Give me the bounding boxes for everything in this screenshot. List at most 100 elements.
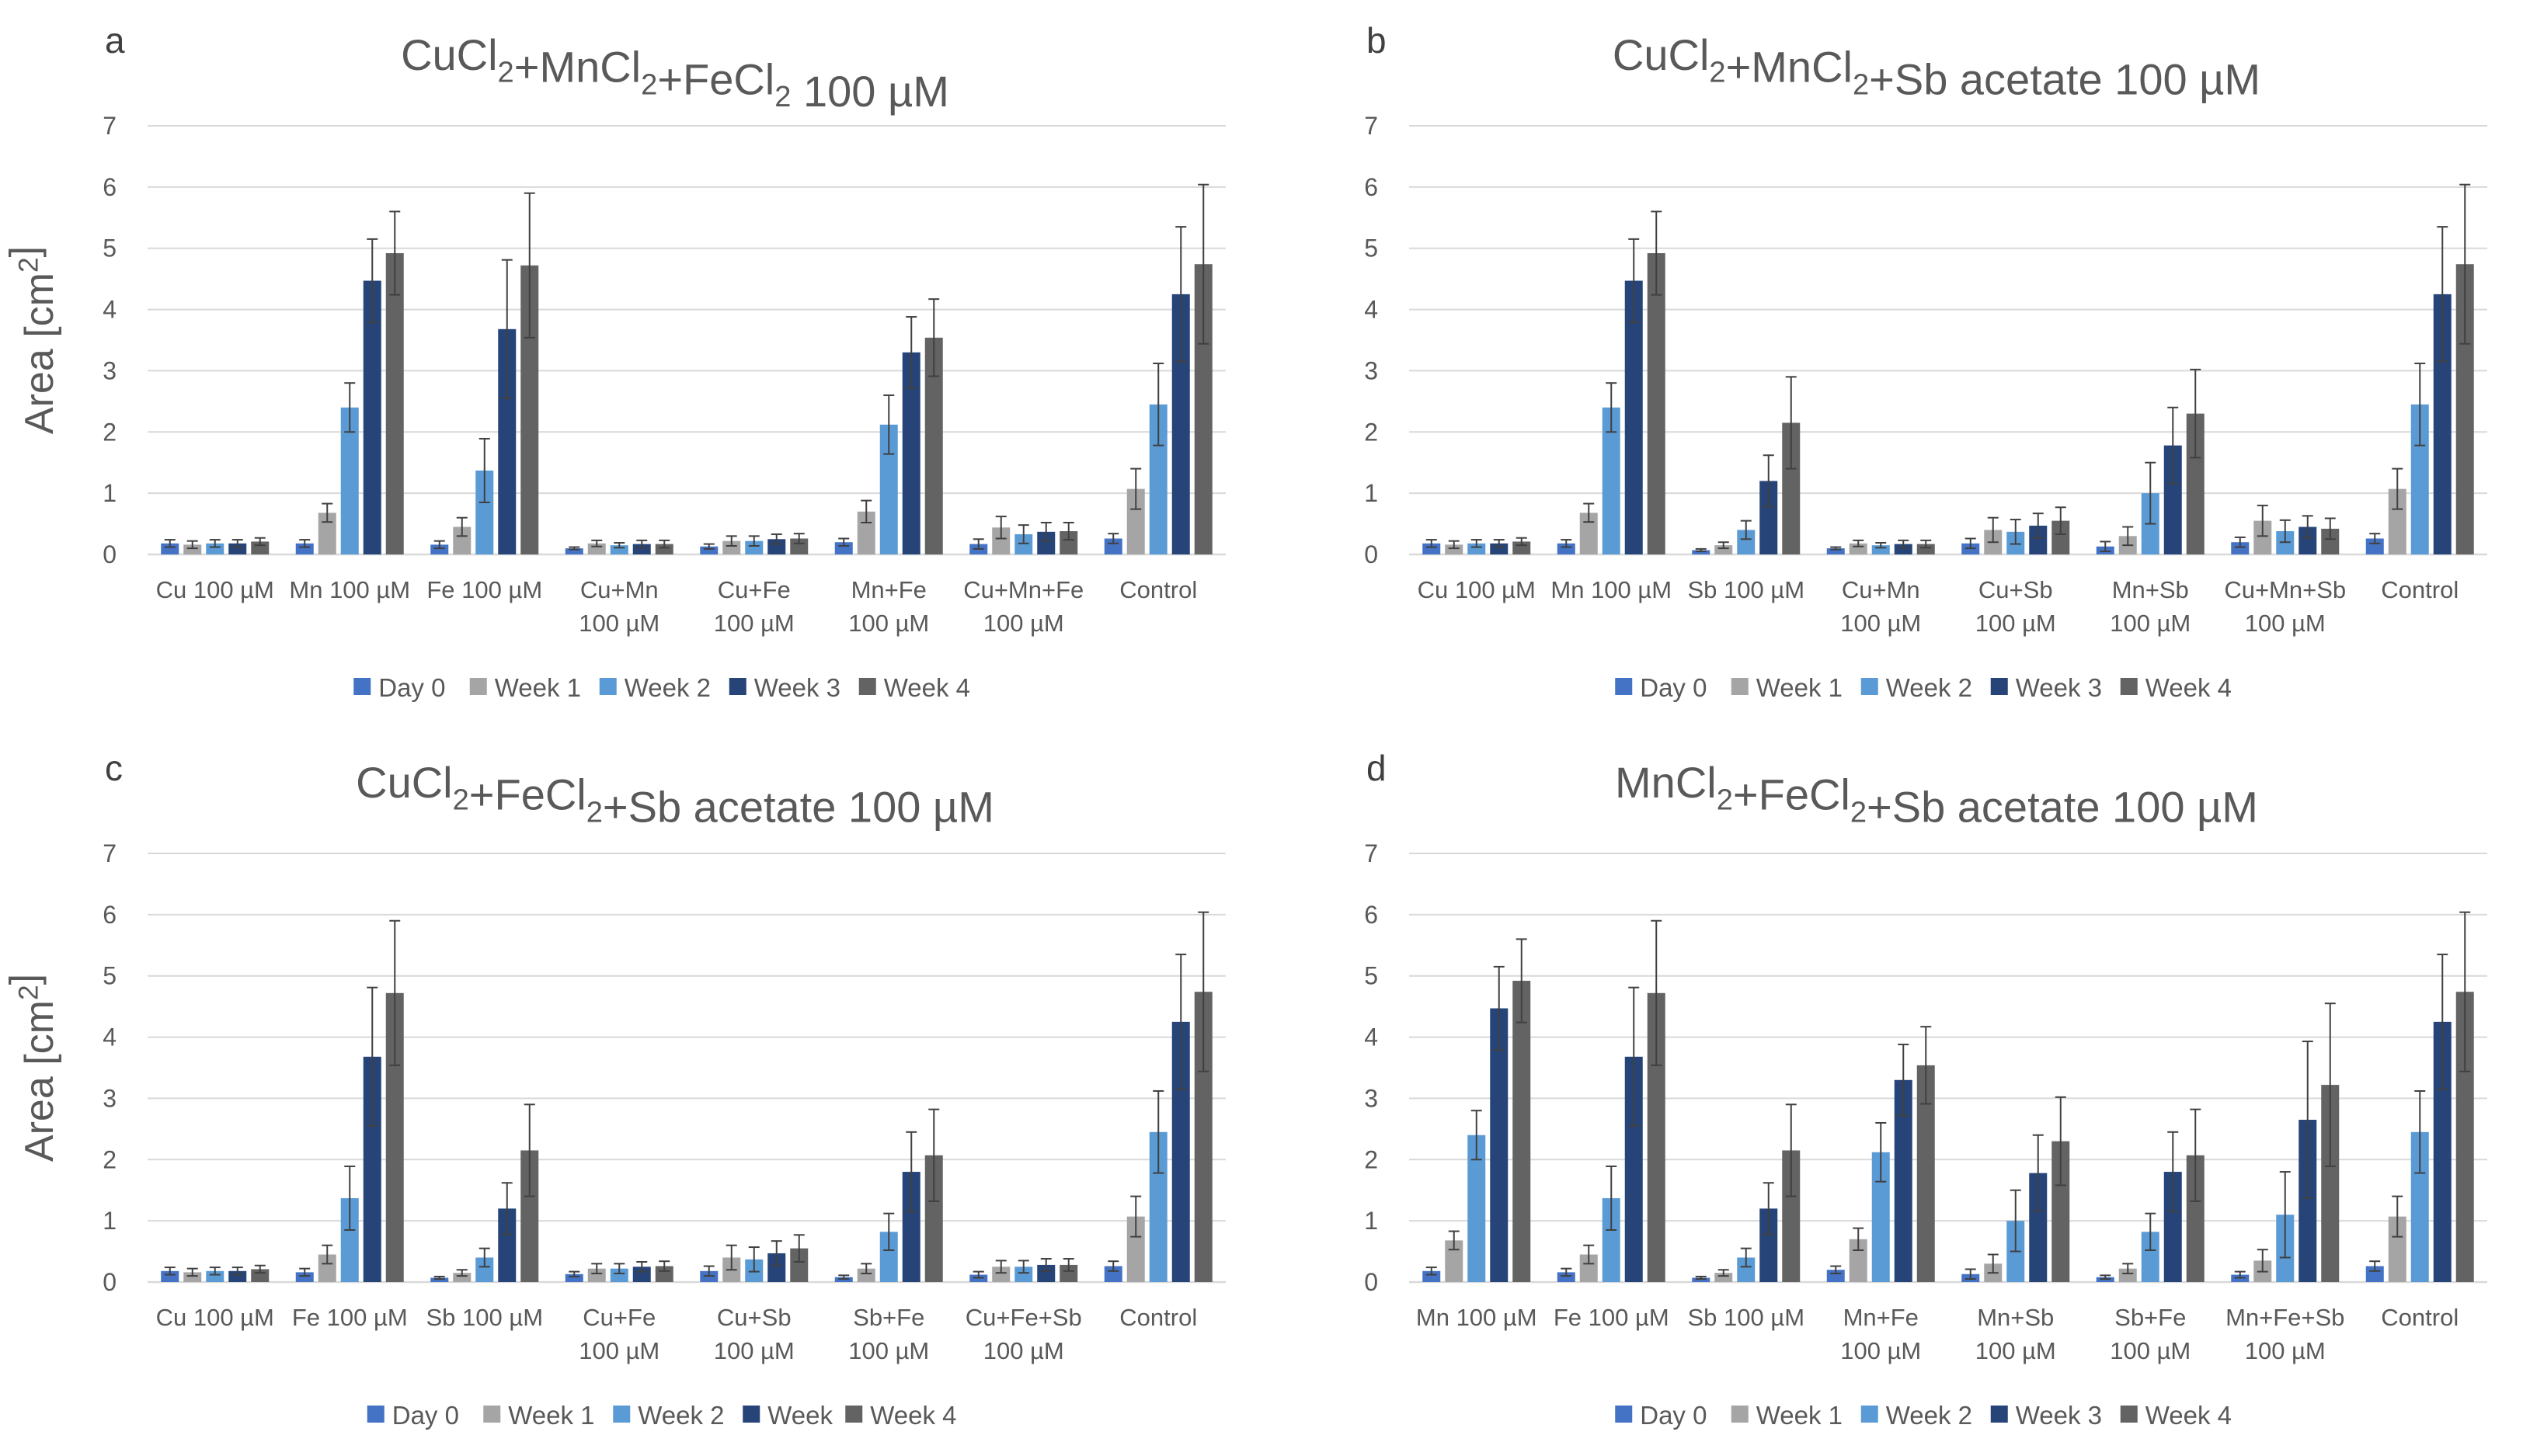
legend: Day 0 Week 1 Week 2 Week 3 Week 4 (1615, 1401, 2232, 1430)
x-tick-label: Fe 100 µM (292, 1304, 408, 1331)
bar-week-4 (632, 1267, 651, 1282)
bar-week-2-2 (1602, 407, 1620, 554)
bar-week-4-4 (655, 544, 673, 554)
bar-week-4-7 (1060, 531, 1078, 554)
bar-week-5 (767, 1253, 786, 1282)
bar-day-0-5 (700, 546, 719, 554)
y-tick-label: 4 (1364, 296, 1378, 324)
bar-week-3-5 (767, 539, 786, 554)
legend-swatch-week-3 (729, 678, 746, 695)
bar-week-4-3 (520, 1150, 539, 1282)
y-tick-label: 6 (1364, 901, 1378, 929)
bar-week-2-7 (1014, 1267, 1033, 1282)
bar-week-3-1 (228, 543, 247, 554)
chart-b: b CuCl2+MnCl2+Sb acetate 100 µM 0 1 2 3 4 5 6 7 Cu… (1364, 20, 2487, 702)
y-tick-label: 0 (103, 1268, 117, 1296)
legend-label: Week 3 (2016, 673, 2102, 702)
x-tick-label: Sb+Fe 100 µM (2110, 1304, 2191, 1364)
legend-swatch-week-4 (858, 678, 876, 695)
x-tick-label: Cu+Sb 100 µM (714, 1304, 795, 1364)
bar-week-2-4 (1871, 545, 1890, 554)
bar-week-6 (902, 1172, 920, 1282)
bar-week-2-6 (879, 1232, 898, 1282)
legend-label: Week 2 (1886, 1401, 1972, 1430)
bar-week-2-3 (475, 470, 494, 554)
y-tick-label: 4 (1364, 1023, 1378, 1051)
x-tick-label: Fe 100 µM (1554, 1304, 1669, 1331)
bar-day-0-2 (1557, 1272, 1575, 1282)
legend-label: Week 4 (870, 1401, 956, 1430)
bar-week-3-4 (1894, 544, 1912, 554)
bar-week-1-8 (1126, 488, 1145, 554)
bar-week-4-2 (385, 253, 404, 554)
x-tick-label: Control (1119, 1304, 1197, 1331)
y-tick-label: 5 (1364, 235, 1378, 262)
bar-week-1-3 (453, 1273, 472, 1282)
legend-label: Week 4 (884, 673, 970, 702)
bar-week-4-4 (1916, 544, 1935, 554)
x-tick-label: Cu+Fe 100 µM (579, 1304, 659, 1364)
bar-week-1-7 (2253, 520, 2272, 554)
legend-swatch-day-0 (1615, 1406, 1633, 1423)
bar-week-2-7 (1014, 533, 1033, 554)
y-axis-label: Area [cm2] (2, 246, 62, 434)
bar-week-3-3 (1759, 481, 1778, 554)
bar-week-3-1 (1490, 1008, 1509, 1282)
y-tick-label: 1 (1364, 479, 1378, 507)
bar-week-2-1 (1467, 1135, 1486, 1282)
bar-week-3-6 (2163, 1172, 2182, 1282)
bar-day-0-3 (430, 544, 449, 554)
y-tick-label: 1 (1364, 1207, 1378, 1235)
bar-week-4-6 (924, 337, 943, 554)
legend-swatch-week-4 (2120, 1406, 2138, 1423)
bar-week-1-3 (1714, 545, 1733, 554)
bar-week-1 (228, 1270, 247, 1282)
bar-week-2-1 (206, 1270, 224, 1282)
chart-d: d MnCl2+FeCl2+Sb acetate 100 µM 0 1 2 3 4 5 6 7 Mn… (1364, 748, 2487, 1430)
legend-swatch-week-2 (1860, 678, 1878, 695)
bar-week-1-2 (1579, 1254, 1598, 1282)
legend-label: Week 4 (2145, 1401, 2232, 1430)
legend-label: Week 1 (1756, 1401, 1843, 1430)
panel-letter: c (105, 748, 123, 788)
bar-week-4-8 (2455, 264, 2474, 554)
bar-week-4-2 (1647, 253, 1665, 554)
bar-week-4-8 (1194, 992, 1213, 1282)
bar-day-0-1 (161, 543, 179, 554)
bar-week-7 (1037, 1264, 1056, 1282)
chart-title: CuCl2+MnCl2+Sb acetate 100 µM (1613, 30, 2260, 103)
bar-week-3-5 (2029, 1173, 2048, 1282)
legend-label: Week 3 (754, 673, 840, 702)
bar-week-2-8 (1149, 404, 1168, 554)
bar-week-2-1 (1467, 543, 1486, 554)
x-tick-label: Cu+Fe 100 µM (714, 576, 795, 637)
chart-title: CuCl2+FeCl2+Sb acetate 100 µM (356, 758, 994, 831)
bar-week-2 (363, 1056, 381, 1282)
y-tick-label: 5 (1364, 962, 1378, 990)
legend-swatch-week-1 (469, 678, 487, 695)
panel-letter: d (1366, 748, 1387, 788)
bar-day-0-2 (1557, 543, 1575, 554)
x-tick-label: Sb+Fe 100 µM (848, 1304, 929, 1364)
x-tick-label: Cu+Mn+Sb 100 µM (2224, 576, 2346, 637)
y-tick-label: 7 (1364, 839, 1378, 867)
bar-week-4-3 (1782, 1150, 1801, 1282)
x-tick-label: Sb 100 µM (1687, 1304, 1804, 1331)
bar-week-1-1 (183, 544, 202, 554)
bar-week-8 (1171, 1021, 1190, 1282)
y-tick-label: 3 (103, 1084, 117, 1112)
bar-week-4-8 (1194, 264, 1213, 554)
bar-week-2-2 (340, 407, 359, 554)
bar-week-1-3 (453, 526, 472, 554)
legend-swatch-day-0 (1615, 678, 1633, 695)
bar-day-0-1 (1422, 1270, 1441, 1282)
bar-week-1-1 (183, 1272, 202, 1282)
bar-week-4-7 (2321, 528, 2340, 554)
bar-week-2-2 (1602, 1197, 1620, 1282)
y-tick-label: 0 (1364, 540, 1378, 568)
chart-title: MnCl2+FeCl2+Sb acetate 100 µM (1615, 758, 2258, 831)
bar-day-0-4 (1826, 548, 1845, 554)
legend-label: Week 2 (638, 1401, 724, 1430)
y-axis-label: Area [cm2] (2, 974, 62, 1162)
y-tick-label: 2 (103, 1145, 117, 1173)
